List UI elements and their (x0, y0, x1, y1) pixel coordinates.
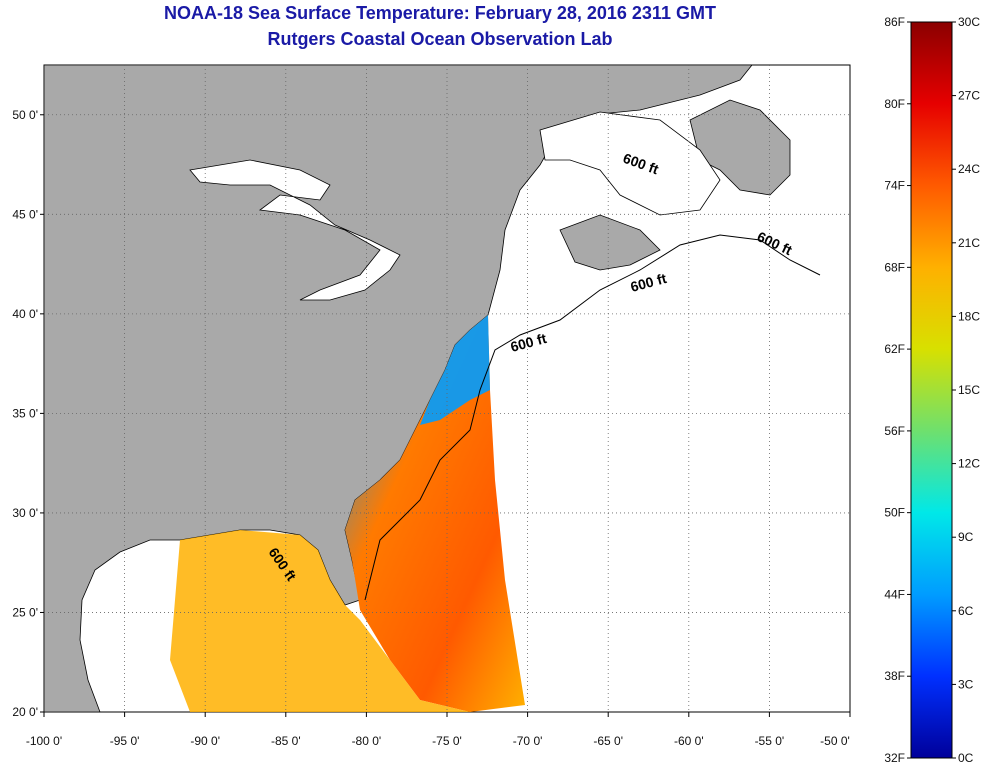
colorbar-c-label: 6C (958, 604, 974, 618)
colorbar-c-label: 9C (958, 530, 974, 544)
lat-tick-label: 45 0' (12, 207, 38, 221)
lat-tick-label: 20 0' (12, 705, 38, 719)
bathymetry-contour-600ft (364, 234, 821, 601)
colorbar (910, 21, 953, 759)
colorbar-c-label: 3C (958, 677, 974, 691)
lon-tick-label: -70 0' (513, 734, 543, 748)
colorbar-f-label: 62F (884, 342, 905, 356)
colorbar-c-label: 21C (958, 236, 980, 250)
colorbar-f-label: 68F (884, 260, 905, 274)
lat-tick-label: 25 0' (12, 605, 38, 619)
colorbar-c-label: 15C (958, 383, 980, 397)
lon-tick-label: -95 0' (110, 734, 140, 748)
lon-tick-label: -80 0' (352, 734, 382, 748)
colorbar-f-label: 38F (884, 669, 905, 683)
colorbar-c-label: 30C (958, 15, 980, 29)
lon-tick-label: -60 0' (674, 734, 704, 748)
colorbar-c-label: 12C (958, 457, 980, 471)
map-title: NOAA-18 Sea Surface Temperature: Februar… (164, 3, 716, 23)
colorbar-c-label: 0C (958, 751, 974, 765)
lon-tick-label: -50 0' (820, 734, 850, 748)
colorbar-f-label: 56F (884, 424, 905, 438)
longitude-labels: -100 0' -95 0' -90 0' -85 0' -80 0' -75 0' -70… (26, 712, 851, 748)
lon-tick-label: -100 0' (26, 734, 62, 748)
lon-tick-label: -75 0' (432, 734, 462, 748)
colorbar-f-label: 74F (884, 179, 905, 193)
lat-tick-label: 30 0' (12, 506, 38, 520)
lon-tick-label: -55 0' (755, 734, 785, 748)
map-subtitle: Rutgers Coastal Ocean Observation Lab (267, 29, 613, 49)
colorbar-f-label: 50F (884, 506, 905, 520)
sst-swath-gulf (170, 530, 470, 712)
colorbar-c-label: 18C (958, 309, 980, 323)
colorbar-f-label: 86F (884, 15, 905, 29)
land-nova-scotia (559, 214, 661, 271)
latitude-labels: 20 0' 25 0' 30 0' 35 0' 40 0' 45 0' 50 0' (12, 108, 44, 719)
colorbar-f-label: 32F (884, 751, 905, 765)
lat-tick-label: 35 0' (12, 406, 38, 420)
colorbar-f-label: 44F (884, 587, 905, 601)
lat-tick-label: 50 0' (12, 108, 38, 122)
lon-tick-label: -90 0' (190, 734, 220, 748)
colorbar-f-label: 80F (884, 97, 905, 111)
sst-swath-coastal-cold (420, 315, 490, 425)
lat-tick-label: 40 0' (12, 307, 38, 321)
lon-tick-label: -85 0' (271, 734, 301, 748)
colorbar-labels: 86F 80F 74F 68F 62F 56F 50F 44F 38F 32F 30C 27C 24C 2… (884, 15, 980, 765)
gulf-st-lawrence (539, 111, 721, 216)
colorbar-c-label: 24C (958, 162, 980, 176)
lon-tick-label: -65 0' (593, 734, 623, 748)
great-lakes (189, 159, 401, 301)
colorbar-c-label: 27C (958, 89, 980, 103)
